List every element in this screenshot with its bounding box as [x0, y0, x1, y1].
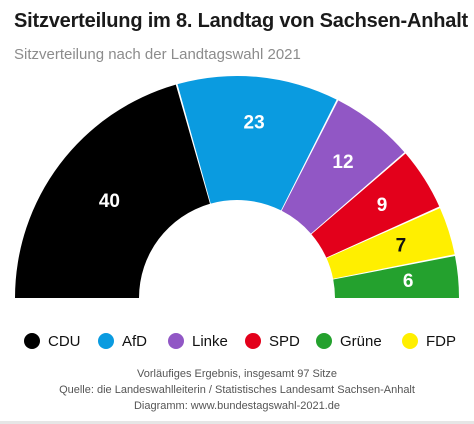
legend-swatch-gruene — [316, 333, 332, 349]
chart-subtitle: Sitzverteilung nach der Landtagswahl 202… — [14, 46, 301, 63]
legend-swatch-spd — [245, 333, 261, 349]
bottom-divider — [0, 421, 474, 424]
legend-swatch-cdu — [24, 333, 40, 349]
slice-afd — [177, 76, 337, 211]
slice-gruene — [333, 256, 459, 298]
slice-fdp — [326, 208, 455, 279]
chart-legend: CDU AfD Linke SPD Grüne FDP — [0, 326, 474, 356]
slice-label-gruene: 6 — [403, 271, 414, 292]
legend-label-cdu: CDU — [48, 332, 81, 350]
legend-label-gruene: Grüne — [340, 332, 382, 350]
legend-item-gruene: Grüne — [316, 326, 382, 356]
slice-label-cdu: 40 — [99, 191, 120, 212]
slice-label-fdp: 7 — [396, 235, 407, 256]
legend-item-linke: Linke — [168, 326, 228, 356]
legend-item-fdp: FDP — [402, 326, 456, 356]
legend-swatch-fdp — [402, 333, 418, 349]
legend-item-spd: SPD — [245, 326, 300, 356]
chart-title: Sitzverteilung im 8. Landtag von Sachsen… — [14, 10, 469, 32]
legend-item-afd: AfD — [98, 326, 147, 356]
legend-swatch-afd — [98, 333, 114, 349]
slice-spd — [311, 153, 440, 258]
chart-slice-labels: 40 23 12 97 6 — [99, 112, 414, 291]
legend-label-afd: AfD — [122, 332, 148, 350]
legend-swatch-linke — [168, 333, 184, 349]
footer-credit: Diagramm: www.bundestagswahl-2021.de — [133, 400, 341, 412]
legend-label-linke: Linke — [192, 332, 228, 350]
legend-label-spd: SPD — [269, 332, 300, 350]
slice-label-spd: 9 — [377, 195, 388, 216]
slice-label-linke: 12 — [332, 152, 353, 173]
chart-slices — [15, 76, 459, 298]
slice-linke — [281, 100, 405, 234]
footer-note: Vorläufiges Ergebnis, insgesamt 97 Sitze — [137, 368, 337, 380]
legend-item-cdu: CDU — [24, 326, 81, 356]
footer-source: Quelle: die Landeswahlleiterin / Statist… — [59, 384, 415, 396]
slice-cdu — [15, 84, 210, 298]
slice-label-afd: 23 — [244, 112, 265, 133]
legend-label-fdp: FDP — [426, 332, 456, 350]
chart-footer: Vorläufiges Ergebnis, insgesamt 97 Sitze… — [0, 366, 474, 414]
